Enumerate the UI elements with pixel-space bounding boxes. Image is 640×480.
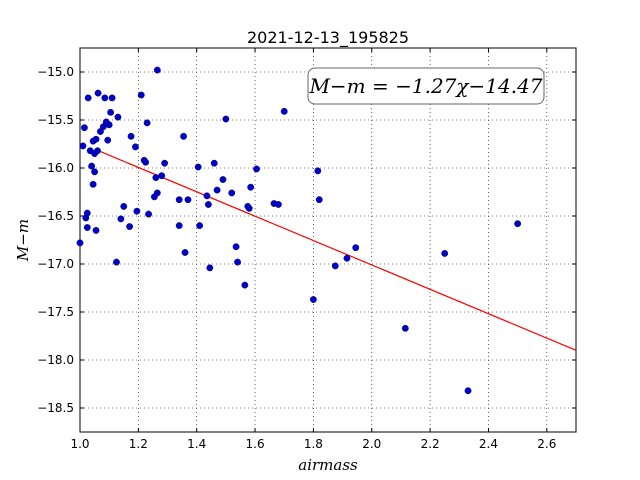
data-point [222,115,230,123]
data-point [142,158,150,166]
data-point [105,121,113,129]
data-point [194,163,202,171]
data-point [310,296,317,303]
data-point [219,176,227,183]
data-point [175,222,183,230]
data-point [153,189,161,197]
data-point [228,189,236,197]
data-point [143,119,151,127]
data-point [314,167,322,175]
data-point [108,94,116,102]
x-tick-label: 2.4 [479,437,498,451]
y-tick-label: −16.5 [37,209,74,223]
data-point [175,196,183,204]
grid-lines [80,48,576,432]
data-point [84,94,92,102]
data-point [153,66,161,74]
x-tick-label: 1.4 [187,437,206,451]
data-point [83,209,91,217]
data-point [83,224,91,231]
data-point [137,91,145,99]
data-point [315,196,323,204]
data-point [441,250,449,257]
x-tick-label: 1.0 [70,437,89,451]
data-point [253,165,260,173]
data-point [331,262,339,270]
x-axis-label: airmass [298,456,358,474]
data-point [88,162,96,170]
axis-ticks: 1.0 1.2 1.4 1.6 1.8 2.0 2.2 2.4 2.6 −15.0 −15.5 −16… [37,48,576,451]
data-point [180,132,187,140]
data-point [126,223,134,230]
y-tick-label: −17.5 [37,305,74,319]
y-tick-label: −18.5 [37,401,74,415]
data-point [234,258,241,266]
data-point [247,183,255,191]
data-point [464,387,472,395]
y-tick-label: −17.0 [37,257,74,271]
data-point [158,172,166,180]
y-tick-label: −15.0 [37,65,74,79]
data-point [133,207,141,215]
x-tick-label: 1.6 [246,437,265,451]
data-point [184,196,192,204]
fit-line-group [97,149,577,351]
y-axis-label: M−m [14,219,32,262]
data-point [101,94,109,102]
x-tick-label: 1.2 [129,437,148,451]
x-tick-label: 2.2 [421,437,440,451]
data-point [241,281,249,289]
fit-line [97,149,577,351]
x-tick-label: 2.6 [537,437,556,451]
x-tick-label: 2.0 [362,437,381,451]
data-point [213,186,221,194]
data-point [181,249,189,256]
data-point [232,243,240,251]
data-point [89,180,97,188]
data-point [92,226,100,234]
data-point [161,159,169,167]
data-point [145,210,152,218]
data-points [76,66,522,395]
data-point [206,264,214,272]
plot-area [79,47,577,433]
chart-title: 2021-12-13_195825 [247,28,409,48]
data-point [132,143,139,151]
data-point [91,168,98,176]
data-point [107,108,115,116]
equation-box-frame [307,67,545,105]
data-point [274,201,282,208]
data-point [514,220,522,228]
data-point [117,215,125,223]
data-point [401,324,409,332]
data-point [80,124,88,132]
data-point [94,89,102,97]
data-point [92,135,100,143]
data-point [113,258,120,266]
data-point [352,244,360,252]
data-point [210,159,218,167]
y-tick-label: −18.0 [37,353,74,367]
y-tick-label: −15.5 [37,113,74,127]
data-point [203,192,211,200]
data-point [204,201,212,208]
data-point [245,204,253,212]
data-point [280,107,288,115]
data-point [196,222,204,230]
x-tick-label: 1.8 [304,437,323,451]
data-point [152,174,160,182]
data-point [114,113,122,121]
fit-equation-box: M−m = −1.27χ−14.47 [307,67,545,105]
data-point [79,142,87,150]
y-tick-label: −16.0 [37,161,74,175]
data-point [104,136,112,144]
data-point [343,254,351,262]
data-point [127,132,135,140]
fit-equation: M−m = −1.27χ−14.47 [308,74,542,98]
data-point [94,147,101,155]
data-point [120,202,128,210]
data-point [76,239,84,247]
